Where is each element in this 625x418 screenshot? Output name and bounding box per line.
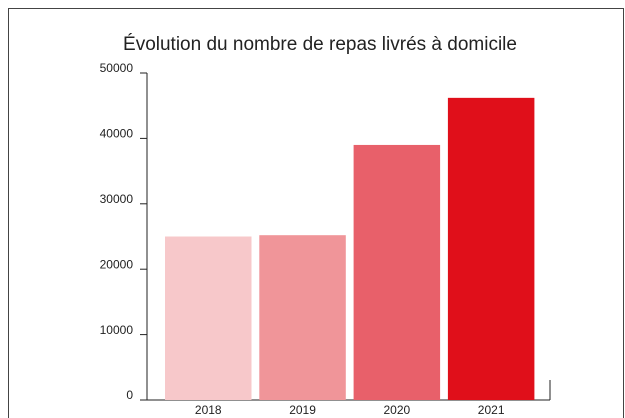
bar xyxy=(447,97,535,401)
bar xyxy=(165,236,252,400)
frame xyxy=(8,8,624,418)
x-tick-label: 2021 xyxy=(478,403,505,417)
y-tick-label: 40000 xyxy=(100,127,134,141)
x-tick-label: 2019 xyxy=(289,403,316,417)
bar xyxy=(353,144,441,400)
y-tick-label: 50000 xyxy=(100,61,134,75)
y-tick-label: 0 xyxy=(126,388,133,402)
bar xyxy=(259,235,346,400)
chart-title: Évolution du nombre de repas livrés à do… xyxy=(123,34,517,55)
x-tick-label: 2020 xyxy=(383,403,410,417)
y-tick-label: 20000 xyxy=(100,257,134,271)
x-tick-label: 2018 xyxy=(195,403,222,417)
y-tick-label: 10000 xyxy=(100,323,134,337)
y-tick-label: 30000 xyxy=(100,192,134,206)
